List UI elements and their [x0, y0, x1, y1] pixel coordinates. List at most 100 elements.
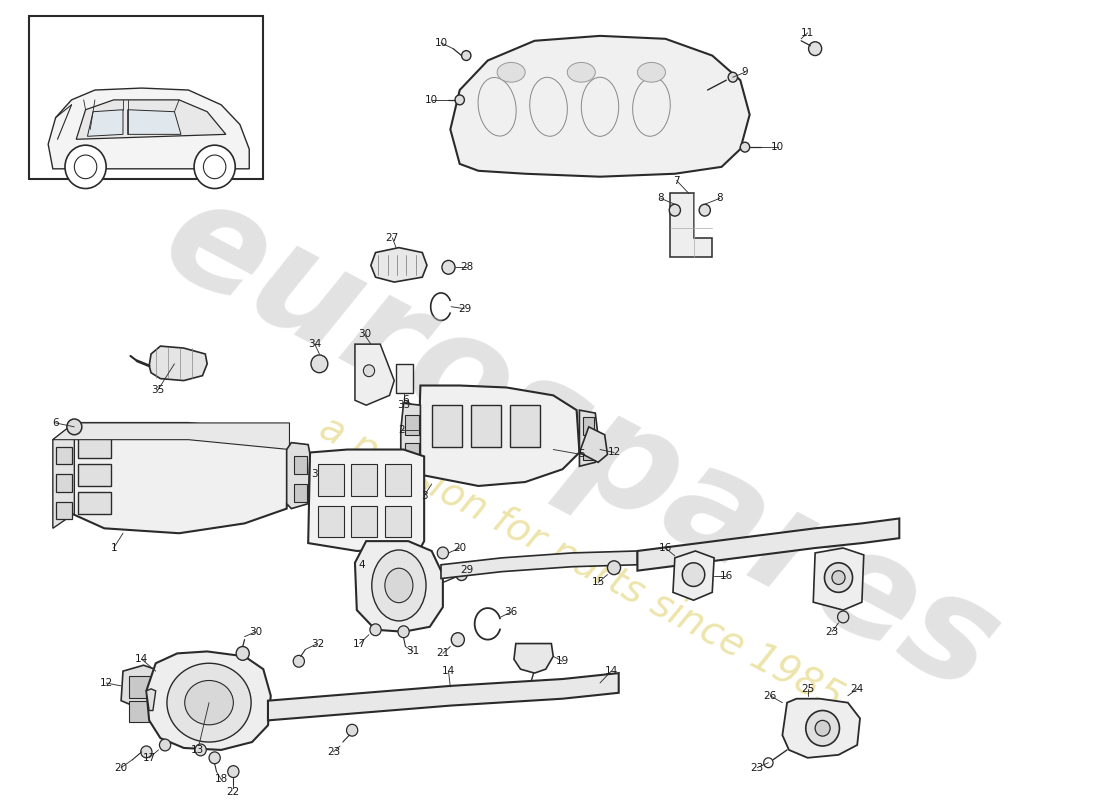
Bar — [294, 457, 307, 474]
Bar — [78, 464, 111, 486]
Circle shape — [456, 569, 468, 581]
Bar — [56, 474, 73, 492]
Bar — [56, 446, 73, 464]
Text: 25: 25 — [801, 684, 814, 694]
Polygon shape — [371, 248, 427, 282]
Circle shape — [763, 758, 773, 768]
Circle shape — [462, 50, 471, 61]
Polygon shape — [150, 346, 207, 381]
Text: 15: 15 — [592, 578, 605, 587]
Bar — [385, 464, 411, 496]
Text: 14: 14 — [442, 666, 455, 676]
Text: 9: 9 — [741, 67, 748, 78]
Circle shape — [65, 145, 106, 189]
Text: 27: 27 — [386, 233, 399, 242]
Text: 8: 8 — [716, 194, 723, 203]
Bar — [129, 676, 152, 698]
Circle shape — [160, 739, 170, 751]
Circle shape — [412, 406, 427, 421]
Text: 4: 4 — [359, 560, 365, 570]
Circle shape — [67, 419, 81, 434]
Text: 14: 14 — [605, 666, 618, 676]
Text: 17: 17 — [143, 753, 156, 763]
Polygon shape — [268, 673, 618, 720]
Circle shape — [442, 261, 455, 274]
Circle shape — [451, 633, 464, 646]
Circle shape — [455, 95, 464, 105]
Text: 10: 10 — [434, 38, 448, 48]
Bar — [351, 506, 377, 537]
Bar — [318, 506, 343, 537]
Bar — [583, 442, 594, 460]
Text: 12: 12 — [607, 447, 620, 458]
Polygon shape — [76, 100, 226, 139]
Ellipse shape — [167, 663, 251, 742]
Ellipse shape — [185, 681, 233, 725]
Circle shape — [837, 611, 849, 623]
Text: 23: 23 — [825, 626, 838, 637]
Polygon shape — [355, 344, 394, 406]
Polygon shape — [580, 410, 598, 466]
Bar — [78, 492, 111, 514]
Text: 16: 16 — [659, 543, 672, 553]
Circle shape — [808, 42, 822, 55]
Bar — [351, 464, 377, 496]
Polygon shape — [308, 450, 425, 551]
Polygon shape — [400, 403, 420, 474]
Text: 24: 24 — [850, 684, 864, 694]
Bar — [396, 364, 412, 394]
Circle shape — [815, 720, 830, 736]
Text: 29: 29 — [461, 565, 474, 574]
Bar — [294, 484, 307, 502]
Bar — [510, 406, 540, 446]
Text: 20: 20 — [453, 543, 466, 553]
Polygon shape — [146, 651, 271, 750]
Bar — [431, 406, 462, 446]
Bar — [471, 406, 501, 446]
Text: 30: 30 — [250, 626, 263, 637]
Text: 35: 35 — [151, 386, 164, 395]
Circle shape — [195, 744, 206, 756]
Text: 30: 30 — [358, 330, 371, 339]
Polygon shape — [355, 541, 443, 632]
Text: 26: 26 — [763, 690, 777, 701]
Ellipse shape — [497, 62, 525, 82]
Circle shape — [141, 746, 152, 758]
Circle shape — [75, 155, 97, 178]
Polygon shape — [813, 548, 864, 610]
Circle shape — [740, 142, 750, 152]
Circle shape — [806, 710, 839, 746]
Polygon shape — [72, 423, 289, 534]
Circle shape — [398, 626, 409, 638]
Text: 16: 16 — [719, 570, 733, 581]
Text: 14: 14 — [135, 654, 149, 664]
Polygon shape — [128, 110, 182, 134]
Polygon shape — [48, 88, 250, 169]
Text: 19: 19 — [556, 656, 569, 666]
Polygon shape — [441, 551, 637, 578]
Polygon shape — [580, 427, 607, 462]
Polygon shape — [287, 442, 310, 509]
Ellipse shape — [568, 62, 595, 82]
Bar — [129, 701, 152, 722]
Text: 28: 28 — [461, 262, 474, 272]
Polygon shape — [87, 110, 123, 136]
Bar — [406, 415, 418, 434]
Circle shape — [311, 355, 328, 373]
Ellipse shape — [385, 568, 412, 602]
Text: 22: 22 — [227, 787, 240, 798]
Circle shape — [204, 155, 226, 178]
Text: 31: 31 — [406, 646, 419, 657]
Polygon shape — [673, 551, 714, 600]
Circle shape — [825, 562, 852, 592]
Text: 10: 10 — [771, 142, 784, 152]
Circle shape — [236, 646, 250, 660]
Text: eurospares: eurospares — [141, 166, 1022, 723]
Circle shape — [370, 624, 381, 636]
Text: 6: 6 — [403, 395, 409, 406]
Circle shape — [228, 766, 239, 778]
Circle shape — [363, 365, 375, 377]
Text: 3: 3 — [421, 491, 428, 501]
Text: 6: 6 — [53, 418, 59, 428]
Polygon shape — [637, 518, 900, 570]
